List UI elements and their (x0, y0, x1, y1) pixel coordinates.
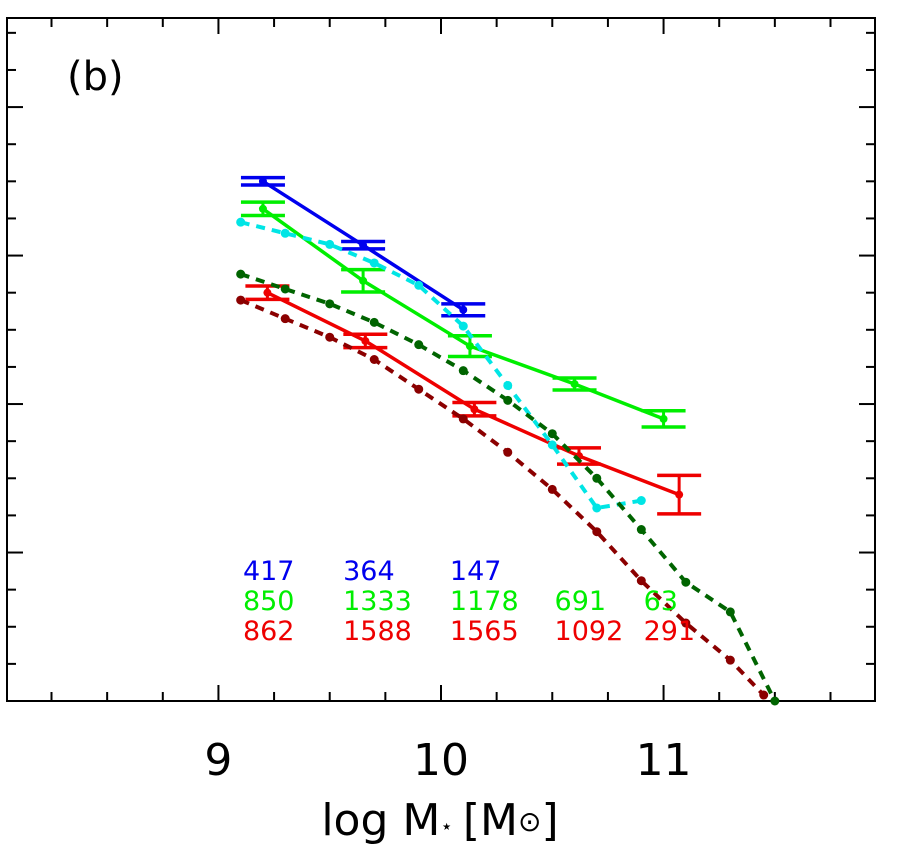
count-label: 147 (450, 556, 502, 587)
data-point (636, 525, 646, 535)
data-point (759, 690, 769, 700)
count-label: 417 (243, 556, 295, 587)
data-point (369, 317, 379, 327)
count-label: 850 (243, 586, 295, 617)
data-point (458, 321, 468, 331)
data-point (236, 269, 246, 279)
plot-frame (6, 17, 876, 702)
data-point (280, 284, 290, 294)
x-tick-label: 9 (204, 735, 232, 786)
data-point (503, 380, 513, 390)
x-axis-title-close: ] (542, 795, 559, 846)
x-tick-label: 10 (413, 735, 469, 786)
data-point (681, 577, 691, 587)
data-point (547, 440, 557, 450)
data-point (280, 314, 290, 324)
x-axis-title-main: log M (321, 795, 440, 846)
count-label: 1565 (450, 616, 519, 647)
data-point (325, 239, 335, 249)
series-line-4 (240, 220, 642, 511)
x-axis-title-unit: [M (463, 795, 518, 846)
data-point (414, 384, 424, 394)
count-label: 291 (644, 616, 696, 647)
series-layer (236, 175, 780, 706)
data-point (503, 447, 513, 457)
data-point (325, 332, 335, 342)
panel-label: (b) (67, 54, 124, 100)
x-axis-title: log M⋆ [M⊙] (321, 795, 558, 846)
count-label: 63 (644, 586, 678, 617)
data-point (414, 280, 424, 290)
data-point (636, 576, 646, 586)
count-label: 364 (343, 556, 395, 587)
data-point (325, 299, 335, 309)
data-point (547, 484, 557, 494)
data-point (592, 503, 602, 513)
data-point (592, 473, 602, 483)
data-point (414, 340, 424, 350)
data-point (681, 618, 691, 628)
data-point (236, 217, 246, 227)
series-line-3 (266, 291, 680, 497)
count-label: 1333 (343, 586, 412, 617)
axis-ticks (7, 18, 875, 701)
x-axis-title-sun: ⊙ (518, 805, 541, 838)
data-point (503, 395, 513, 405)
data-point (369, 258, 379, 268)
data-point (458, 366, 468, 376)
data-point (636, 496, 646, 506)
count-labels: 417 364 147 850 1333 1178 691 63 862 1588 1565 1092… (243, 556, 695, 647)
x-tick-label: 11 (636, 735, 692, 786)
data-point (458, 414, 468, 424)
data-point (236, 295, 246, 305)
data-point (725, 655, 735, 665)
x-axis-title-star: ⋆ (440, 814, 453, 838)
count-label: 691 (555, 586, 607, 617)
data-point (592, 527, 602, 537)
data-point (770, 696, 780, 706)
data-point (369, 355, 379, 364)
data-point (547, 429, 557, 439)
count-label: 1092 (555, 616, 624, 647)
data-point (725, 607, 735, 617)
x-tick-labels: 9 10 11 (204, 735, 691, 786)
count-label: 1178 (450, 586, 519, 617)
data-point (280, 228, 290, 238)
count-label: 862 (243, 616, 295, 647)
count-label: 1588 (343, 616, 412, 647)
